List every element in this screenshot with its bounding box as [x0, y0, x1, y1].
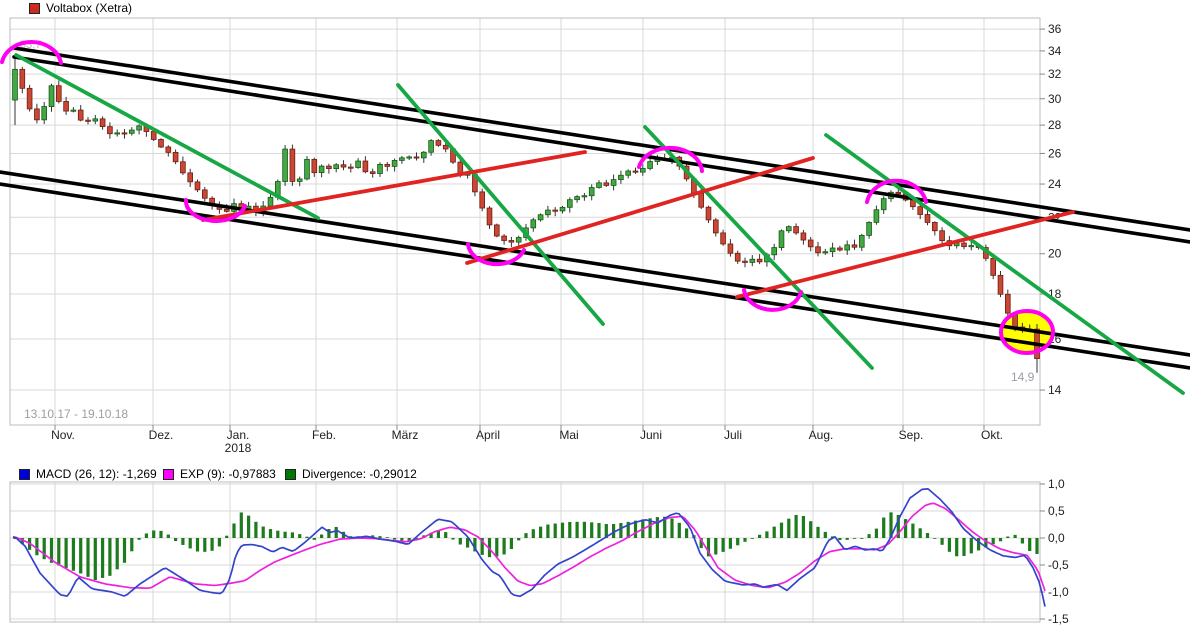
main-chart-legend: Voltabox (Xetra)	[29, 1, 132, 15]
month-axis-label: Mai	[559, 428, 578, 442]
month-axis-label: Aug.	[809, 428, 834, 442]
reversal-arc-annotation	[183, 198, 247, 223]
month-axis-label: Jan.	[227, 428, 250, 442]
month-axis-label: Feb.	[312, 428, 336, 442]
month-axis-label: Sep.	[899, 428, 924, 442]
reversal-arc-annotation	[0, 40, 63, 65]
month-axis-label: Juni	[640, 428, 662, 442]
divergence-legend-item: Divergence: -0,29012	[285, 467, 417, 481]
exp-legend-item: EXP (9): -0,97883	[163, 467, 276, 481]
macd-line-layer	[12, 488, 1046, 607]
exp-swatch-icon	[163, 468, 174, 480]
reversal-arc-annotation	[865, 178, 928, 204]
month-axis-label: Juli	[724, 428, 742, 442]
price-axis-label: 30	[1048, 92, 1062, 106]
macd-axis-label: 0,5	[1048, 504, 1065, 518]
axis-labels-layer: 363432302826242220181614Nov.Dez.Jan.2018…	[20, 22, 1069, 626]
date-range-label: 13.10.17 - 19.10.18	[24, 407, 128, 421]
macd-swatch-icon	[19, 468, 30, 480]
exp-legend-label: EXP (9): -0,97883	[180, 467, 276, 481]
candlestick-layer	[12, 57, 1040, 373]
macd-axis-label: 0,0	[1048, 531, 1065, 545]
last-price-label: 14,9	[1011, 370, 1035, 384]
series-swatch-icon	[29, 2, 40, 14]
month-axis-label: Dez.	[149, 428, 174, 442]
price-axis-label: 34	[1048, 44, 1062, 58]
macd-axis-label: -1,0	[1048, 585, 1069, 599]
reversal-arc-annotation	[466, 242, 526, 267]
divergence-swatch-icon	[285, 468, 296, 480]
series-label: Voltabox (Xetra)	[46, 1, 133, 15]
divergence-legend-label: Divergence: -0,29012	[302, 467, 417, 481]
reversal-arc-annotation	[742, 288, 803, 312]
price-axis-label: 24	[1048, 177, 1062, 191]
annotation-layer	[0, 40, 1055, 355]
year-axis-label: 2018	[225, 441, 252, 455]
trendline-layer	[0, 46, 1190, 395]
month-axis-label: März	[392, 428, 419, 442]
reversal-arc-annotation	[637, 145, 704, 173]
macd-legend-label: MACD (26, 12): -1,269	[36, 467, 157, 481]
month-axis-label: Nov.	[51, 428, 75, 442]
macd-axis-label: -1,5	[1048, 612, 1069, 626]
month-axis-label: April	[476, 428, 500, 442]
price-axis-label: 14	[1048, 383, 1062, 397]
price-axis-label: 36	[1048, 22, 1062, 36]
price-axis-label: 32	[1048, 67, 1062, 81]
macd-legend-item: MACD (26, 12): -1,269	[19, 467, 157, 481]
grid-layer	[9, 17, 1041, 623]
highlight-ellipse-ring	[999, 309, 1055, 355]
macd-axis-label: 1,0	[1048, 477, 1065, 491]
price-axis-label: 28	[1048, 118, 1062, 132]
macd-axis-label: -0,5	[1048, 558, 1069, 572]
price-axis-label: 26	[1048, 146, 1062, 160]
price-axis-label: 20	[1048, 247, 1062, 261]
month-axis-label: Okt.	[981, 428, 1003, 442]
